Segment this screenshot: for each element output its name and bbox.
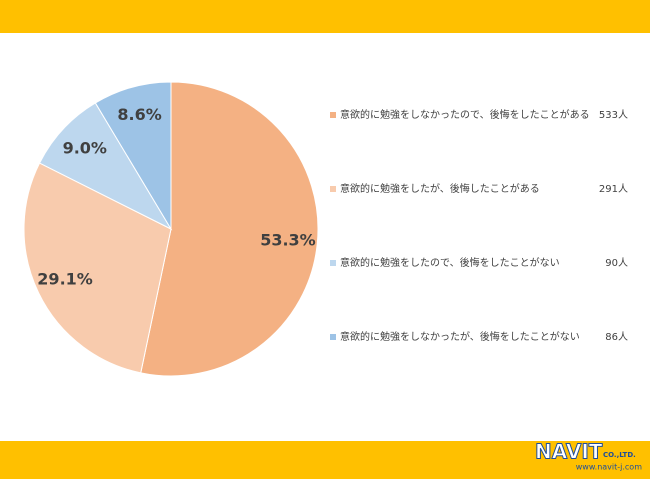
legend-count: 86人	[605, 331, 628, 343]
legend-swatch	[330, 112, 336, 118]
bottom-bar	[0, 441, 650, 479]
pie-slice	[140, 81, 319, 377]
legend-count: 291人	[599, 183, 628, 195]
slice-label: 29.1%	[37, 270, 93, 289]
legend-swatch	[330, 334, 336, 340]
logo-suffix: CO.,LTD.	[603, 451, 636, 459]
legend-label: 意欲的に勉強をしなかったが、後悔をしたことがない	[340, 330, 580, 343]
pie-slice	[94, 81, 172, 231]
legend-label: 意欲的に勉強をしたので、後悔をしたことがない	[340, 256, 560, 269]
slice-label: 53.3%	[260, 231, 316, 250]
legend-swatch	[330, 260, 336, 266]
legend-swatch	[330, 186, 336, 192]
pie-slice	[38, 102, 173, 231]
logo-url: www.navit-j.com	[576, 463, 642, 472]
legend-label: 意欲的に勉強をしなかったので、後悔をしたことがある	[340, 108, 590, 121]
legend-count: 90人	[605, 257, 628, 269]
pie-slice	[23, 162, 172, 374]
slice-label: 9.0%	[63, 139, 107, 158]
legend-label: 意欲的に勉強をしたが、後悔したことがある	[340, 182, 540, 195]
logo: NAVIT	[535, 440, 603, 464]
legend-count: 533人	[599, 109, 628, 121]
slice-label: 8.6%	[117, 105, 161, 124]
top-bar	[0, 0, 650, 33]
